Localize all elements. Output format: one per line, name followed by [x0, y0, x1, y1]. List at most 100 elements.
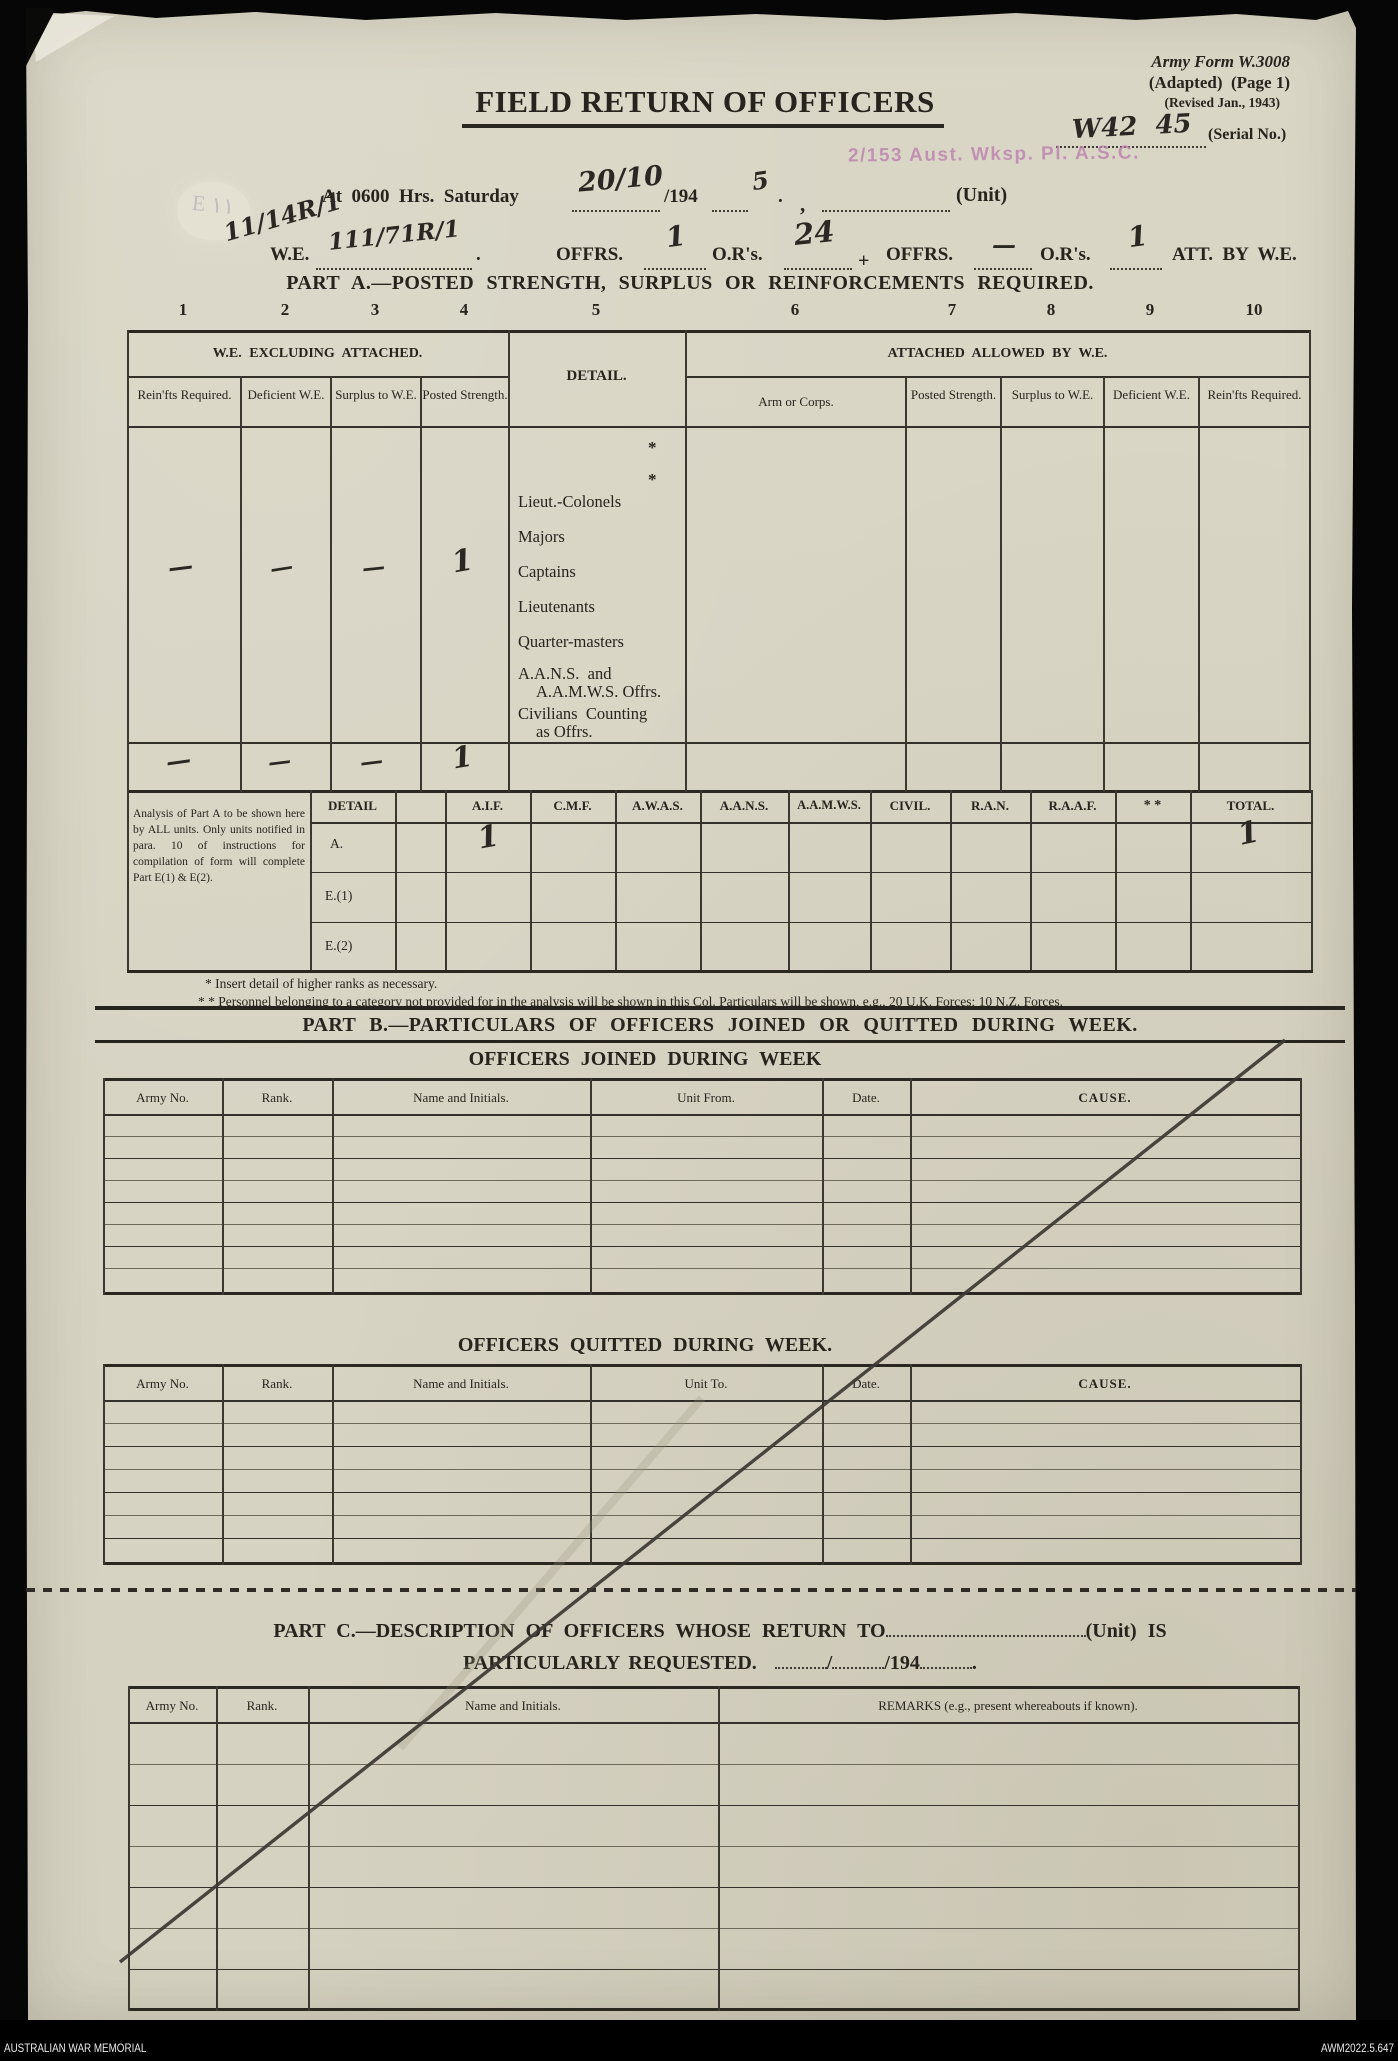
partc-v4 [1298, 1686, 1300, 2011]
quitted-v0 [103, 1364, 105, 1565]
analysis-sep-7 [870, 790, 872, 970]
analysis-header-detail: DETAIL [328, 798, 377, 813]
analysis-note: Analysis of Part A to be shown here by A… [133, 808, 305, 884]
quitted-header-armyno: Army No. [136, 1376, 189, 1391]
analysis-header-civil: CIVIL. [889, 798, 931, 813]
joined-v1 [222, 1078, 224, 1295]
analysis-bottom [127, 970, 1313, 973]
part-a-sep-c2 [330, 376, 332, 792]
part-a-heading: PART A.—POSTED STRENGTH, SURPLUS OR REIN… [286, 272, 1094, 294]
perforation-line [26, 1588, 1356, 1592]
analysis-header-aamws: A.A.M.W.S. [797, 798, 861, 812]
serial-label: (Serial No.) [1208, 126, 1287, 143]
we-period: . [476, 244, 481, 265]
col-number-6: 6 [790, 300, 800, 319]
analysis-row-label-e1: E.(1) [325, 888, 353, 903]
quitted-row-6 [103, 1538, 1302, 1539]
analysis-sep-9 [1030, 790, 1032, 970]
partc-top [128, 1686, 1300, 1689]
offrs-label: OFFRS. [556, 244, 624, 265]
col3-header: Surplus to W.E. [335, 387, 417, 402]
analysis-sep-5 [700, 790, 702, 970]
att-offrs-value: — [992, 230, 1016, 259]
offrs-dotted [644, 266, 706, 270]
part-a-bigrow-bottom [127, 742, 1310, 744]
partc-header-name: Name and Initials. [465, 1698, 561, 1713]
detail-header: DETAIL. [566, 368, 627, 384]
archive-ref: AWM2022.5.647 [1321, 2041, 1394, 2055]
joined-header-name: Name and Initials. [413, 1090, 509, 1105]
att-offrs-dotted [974, 266, 1032, 270]
analysis-row-line-2 [310, 922, 1313, 923]
left-group-header: W.E. EXCLUDING ATTACHED. [212, 346, 423, 361]
part-a-sep-c7 [905, 376, 907, 792]
quitted-v1 [222, 1364, 224, 1565]
part-c-heading-line1: PART C.—DESCRIPTION OF OFFICERS WHOSE RE… [95, 1620, 1345, 1643]
analysis-header-total: TOTAL. [1226, 798, 1275, 813]
analysis-row-label-e2: E.(2) [325, 938, 353, 953]
quitted-row-2 [103, 1446, 1302, 1447]
star-2: * [648, 470, 657, 489]
we-label: W.E. [270, 244, 310, 265]
part-b-heading-rule [95, 1040, 1345, 1043]
partc-row-1 [128, 1764, 1300, 1765]
part-a-totals-bottom [127, 790, 1313, 793]
col-number-4: 4 [459, 300, 469, 319]
col2-header: Deficient W.E. [247, 387, 325, 402]
joined-row-6 [103, 1246, 1302, 1247]
att-offrs-label: OFFRS. [886, 244, 954, 265]
analysis-sep-10 [1115, 790, 1117, 970]
joined-header-bottom [103, 1114, 1302, 1116]
col8-header: Surplus to W.E. [1011, 387, 1094, 402]
joined-row-3 [103, 1180, 1302, 1181]
title-underline [462, 124, 944, 128]
part-c-unit-dots [885, 1621, 1086, 1637]
rank-civilians-line1: Civilians Counting [518, 704, 648, 723]
rank-lieutenants: Lieutenants [518, 597, 595, 616]
joined-top [103, 1078, 1302, 1081]
partc-header-rank: Rank. [246, 1698, 278, 1713]
datetime-prefix: At 0600 Hrs. Saturday [322, 186, 519, 207]
entry-surplus: — [360, 552, 387, 583]
analysis-sep-2 [445, 790, 447, 970]
analysis-sep-1 [395, 790, 397, 970]
col-number-10: 10 [1245, 300, 1263, 319]
analysis-header-aif: A.I.F. [472, 798, 503, 813]
analysis-right-edge [1311, 790, 1313, 970]
entry-deficient: — [268, 552, 295, 583]
rank-aans-line2: A.A.M.W.S. Offrs. [536, 682, 662, 701]
partc-v0 [128, 1686, 130, 2011]
rank-aans-line1: A.A.N.S. and [518, 664, 612, 683]
analysis-header-aans: A.A.N.S. [719, 798, 769, 813]
date-year-printed: /194 [664, 186, 698, 207]
quitted-v3 [590, 1364, 592, 1565]
date-comma: , [800, 192, 806, 216]
quitted-v6 [1300, 1364, 1302, 1565]
part-a-sep-c8 [1000, 376, 1002, 792]
col-number-8: 8 [1046, 300, 1056, 319]
part-a-sep-c10 [1198, 376, 1200, 792]
quitted-header-name: Name and Initials. [413, 1376, 509, 1391]
joined-v5 [910, 1078, 912, 1295]
ors-label: O.R's. [712, 244, 763, 265]
form-ref-line1: Army Form W.3008 [1151, 52, 1290, 71]
joined-header-rank: Rank. [261, 1090, 293, 1105]
total-deficient: — [266, 746, 293, 777]
part-a-left-edge [127, 330, 129, 792]
footnote-two: * * Personnel belonging to a category no… [198, 994, 1063, 1009]
we-dotted [316, 266, 472, 270]
plus-sign: + [858, 250, 870, 272]
part-c-heading-text: PART C.—DESCRIPTION OF OFFICERS WHOSE RE… [273, 1620, 886, 1642]
rank-quarter-masters: Quarter-masters [518, 632, 624, 651]
joined-row-2 [103, 1158, 1302, 1159]
rank-captains: Captains [518, 562, 576, 581]
analysis-sep-11 [1190, 790, 1192, 970]
archive-bar: AUSTRALIAN WAR MEMORIAL AWM2022.5.647 [0, 2020, 1398, 2061]
quitted-header-date: Date. [852, 1376, 880, 1391]
col-number-5: 5 [591, 300, 601, 319]
part-a-sep-detail-right [685, 330, 687, 792]
joined-title: OFFICERS JOINED DURING WEEK [468, 1048, 822, 1070]
quitted-v4 [822, 1364, 824, 1565]
joined-row-5 [103, 1224, 1302, 1225]
entry-reinfts: — [166, 550, 195, 583]
